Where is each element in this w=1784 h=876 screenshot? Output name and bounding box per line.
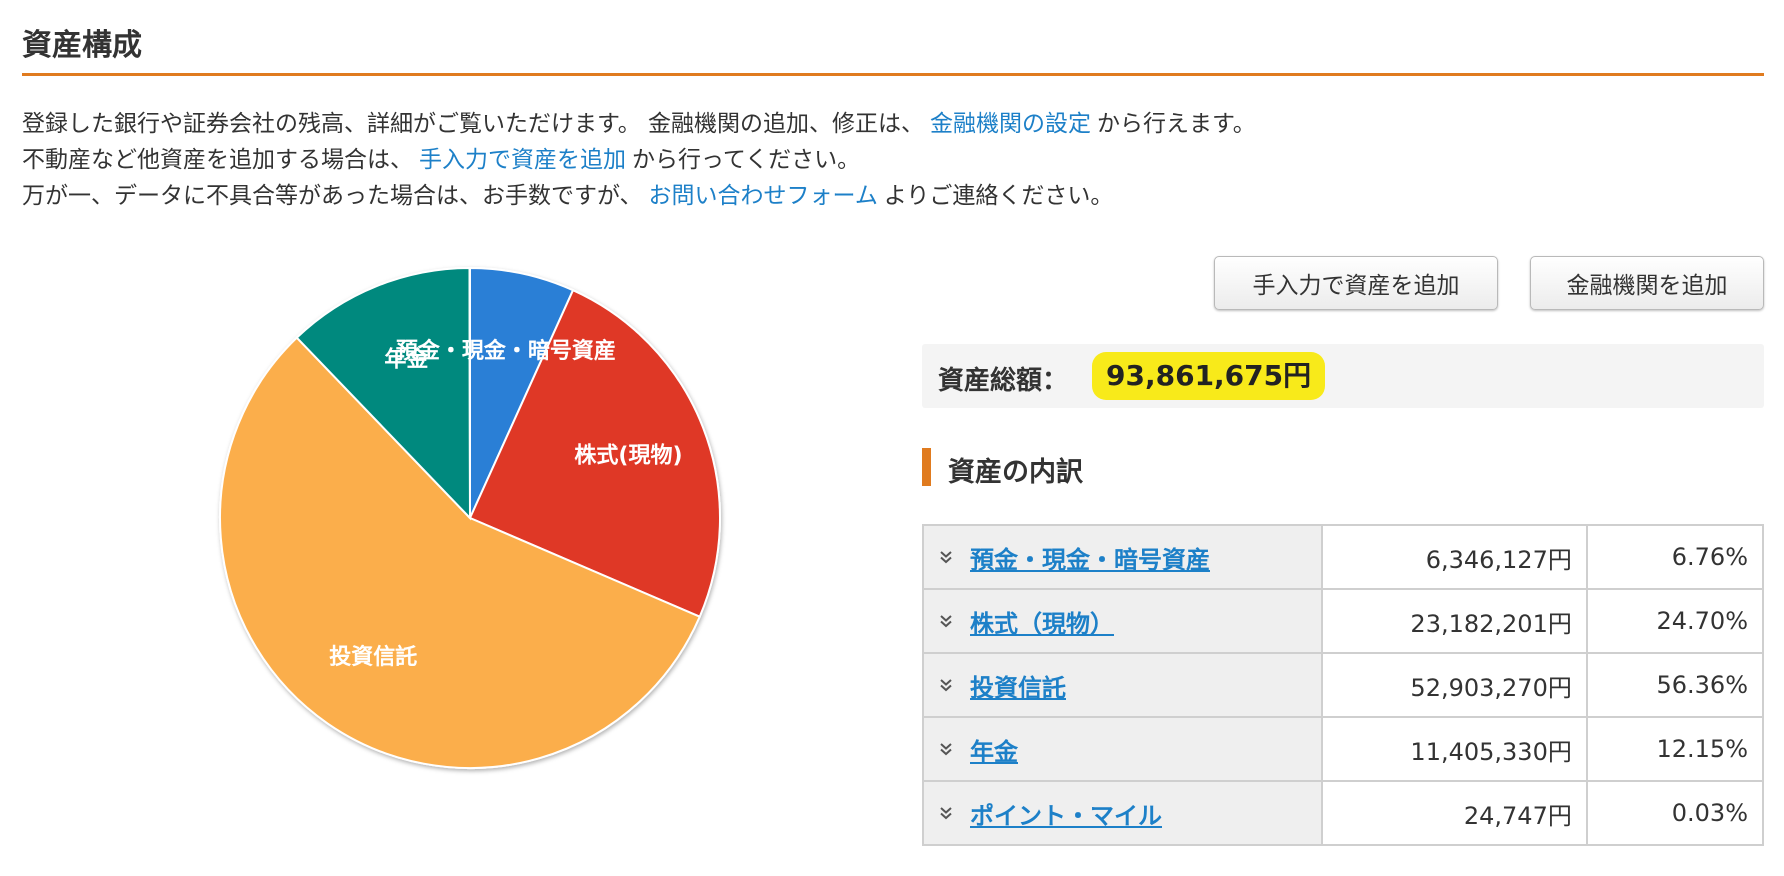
intro-line-3-text: 万が一、データに不具合等があった場合は、お手数ですが、 (22, 183, 643, 209)
title-divider (22, 73, 1764, 76)
amount-cell: 24,747円 (1321, 780, 1588, 846)
intro-line-3-after: よりご連絡ください。 (883, 183, 1114, 209)
section-accent-bar (922, 448, 931, 486)
percent-cell: 6.76% (1585, 524, 1765, 590)
table-row: 投資信託 52,903,270円 56.36% (921, 652, 1765, 718)
category-link[interactable]: 投資信託 (970, 673, 1066, 702)
table-row: 株式（現物） 23,182,201円 24.70% (921, 588, 1765, 654)
pie-slice[interactable] (468, 288, 721, 619)
category-cell: 投資信託 (921, 652, 1324, 718)
intro-line-3: 万が一、データに不具合等があった場合は、お手数ですが、 お問い合わせフォーム よりご… (22, 178, 1762, 214)
amount-cell: 6,346,127円 (1321, 524, 1588, 590)
bank-settings-link[interactable]: 金融機関の設定 (930, 111, 1092, 137)
pie-slice[interactable] (219, 336, 702, 769)
chevron-down-icon[interactable] (938, 677, 964, 693)
add-bank-button[interactable]: 金融機関を追加 (1530, 256, 1764, 310)
pie-slice-label: 預金・現金・暗号資産 (396, 338, 616, 364)
table-row: 預金・現金・暗号資産 6,346,127円 6.76% (921, 524, 1765, 590)
intro-line-2: 不動産など他資産を追加する場合は、 手入力で資産を追加 から行ってください。 (22, 142, 1762, 178)
category-link[interactable]: 株式（現物） (970, 609, 1114, 638)
pie-slice-label: 年金 (384, 346, 429, 372)
pie-slice[interactable] (469, 266, 575, 519)
percent-cell: 0.03% (1585, 780, 1765, 846)
pie-slice[interactable] (295, 266, 472, 521)
category-cell: 預金・現金・暗号資産 (921, 524, 1324, 590)
percent-cell: 24.70% (1585, 588, 1765, 654)
percent-cell: 56.36% (1585, 652, 1765, 718)
total-assets-box: 資産総額： 93,861,675円 (922, 344, 1764, 408)
percent-cell: 12.15% (1585, 716, 1765, 782)
chevron-down-icon[interactable] (938, 741, 964, 757)
intro-text: 登録した銀行や証券会社の残高、詳細がご覧いただけます。 金融機関の追加、修正は、… (22, 106, 1762, 214)
intro-line-1-text: 登録した銀行や証券会社の残高、詳細がご覧いただけます。 金融機関の追加、修正は、 (22, 111, 925, 137)
total-assets-label: 資産総額： (938, 366, 1069, 396)
intro-line-2-text: 不動産など他資産を追加する場合は、 (22, 147, 413, 173)
intro-line-1: 登録した銀行や証券会社の残高、詳細がご覧いただけます。 金融機関の追加、修正は、… (22, 106, 1762, 142)
category-link[interactable]: ポイント・マイル (970, 801, 1162, 830)
chevron-down-icon[interactable] (938, 613, 964, 629)
category-link[interactable]: 年金 (970, 737, 1018, 766)
add-manual-asset-button[interactable]: 手入力で資産を追加 (1214, 256, 1498, 310)
category-cell: 株式（現物） (921, 588, 1324, 654)
amount-cell: 11,405,330円 (1321, 716, 1588, 782)
total-assets-value: 93,861,675円 (1092, 352, 1326, 400)
category-cell: ポイント・マイル (921, 780, 1324, 846)
intro-line-1-after: から行えます。 (1097, 111, 1256, 137)
pie-slice-label: 投資信託 (329, 644, 417, 670)
page-title: 資産構成 (22, 28, 142, 63)
asset-pie-chart: 預金・現金・暗号資産株式(現物) 投資信託 年金 (200, 250, 740, 790)
amount-cell: 23,182,201円 (1321, 588, 1588, 654)
pie-slice-label: 株式(現物) (574, 443, 682, 469)
category-cell: 年金 (921, 716, 1324, 782)
breakdown-title: 資産の内訳 (948, 457, 1083, 488)
contact-form-link[interactable]: お問い合わせフォーム (648, 183, 878, 209)
table-row: ポイント・マイル 24,747円 0.03% (921, 780, 1765, 846)
breakdown-table: 預金・現金・暗号資産 6,346,127円 6.76% 株式（現物） 23,182,20… (921, 524, 1765, 846)
category-link[interactable]: 預金・現金・暗号資産 (970, 545, 1210, 574)
chevron-down-icon[interactable] (938, 549, 964, 565)
amount-cell: 52,903,270円 (1321, 652, 1588, 718)
chevron-down-icon[interactable] (938, 805, 964, 821)
manual-asset-link[interactable]: 手入力で資産を追加 (419, 147, 626, 173)
table-row: 年金 11,405,330円 12.15% (921, 716, 1765, 782)
intro-line-2-after: から行ってください。 (632, 147, 861, 173)
